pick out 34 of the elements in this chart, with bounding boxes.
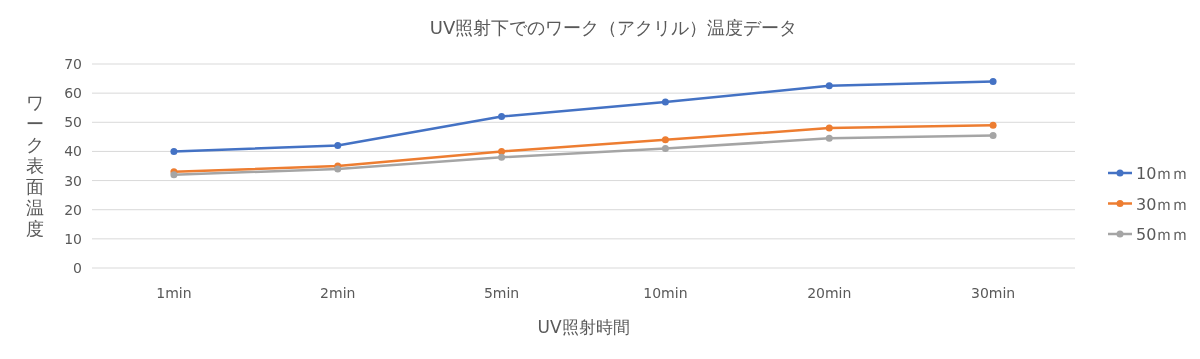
- x-tick-label: 20min: [807, 285, 852, 301]
- y-tick-label: 0: [73, 260, 82, 276]
- y-axis-title: ワーク表面温度: [26, 92, 44, 239]
- y-tick-label: 30: [64, 172, 82, 189]
- legend-label: 50ｍｍ: [1136, 225, 1189, 244]
- x-tick-label: 5min: [483, 285, 520, 301]
- y-tick-label: 70: [64, 56, 82, 72]
- point: [498, 147, 506, 155]
- point: [989, 131, 997, 139]
- y-tick-label: 10: [64, 230, 82, 247]
- point: [989, 121, 997, 129]
- legend-label: 10ｍｍ: [1136, 164, 1189, 183]
- legend-label: 30ｍｍ: [1136, 194, 1189, 214]
- x-tick-label: 2min: [320, 285, 356, 301]
- x-tick-label: 1min: [156, 285, 192, 301]
- y-tick-label: 40: [64, 143, 82, 160]
- chart-title: UV照射下でのワーク（アクリル）温度データ: [429, 17, 798, 38]
- y-tick-label: 50: [64, 114, 82, 131]
- point: [825, 134, 833, 142]
- point: [661, 98, 669, 106]
- point: [661, 145, 669, 153]
- point: [661, 136, 669, 144]
- point: [170, 147, 178, 155]
- point: [334, 142, 342, 150]
- point: [989, 77, 997, 85]
- point: [498, 153, 506, 161]
- x-tick-label: 10min: [643, 285, 688, 301]
- x-axis-title: UV照射時間: [537, 317, 630, 337]
- point: [825, 124, 833, 132]
- point: [498, 112, 506, 120]
- x-tick-label: 30min: [970, 285, 1016, 301]
- y-tick-label: 60: [64, 85, 82, 102]
- y-tick-label: 20: [64, 201, 82, 218]
- point: [825, 82, 833, 90]
